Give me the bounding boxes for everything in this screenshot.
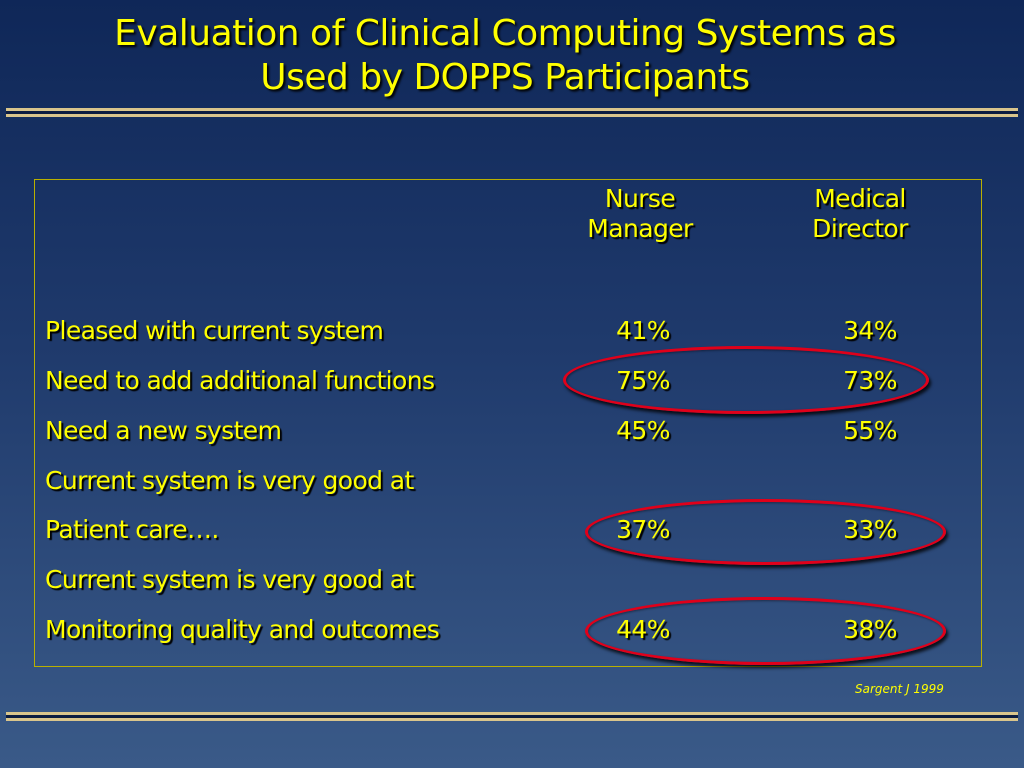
citation: Sargent J 1999 [855, 682, 944, 696]
value-medical-director-new-system: 55% [843, 416, 897, 445]
header-nurse-manager-line-1: Nurse [604, 184, 676, 213]
value-medical-director-patient-care: 33% [843, 515, 897, 544]
header-medical-director-line-2: Director [812, 214, 908, 243]
header-medical-director: Medical Director [790, 184, 930, 244]
value-nurse-manager-new-system: 45% [616, 416, 670, 445]
value-medical-director-pleased: 34% [843, 316, 897, 345]
header-medical-director-line-1: Medical [814, 184, 906, 213]
title-line-1: Evaluation of Clinical Computing Systems… [114, 13, 896, 54]
value-nurse-manager-monitoring-quality: 44% [616, 615, 670, 644]
row-label-pleased: Pleased with current system [45, 316, 384, 345]
value-medical-director-monitoring-quality: 38% [843, 615, 897, 644]
highlight-ellipse-additional-functions [563, 346, 929, 414]
row-label-additional-functions: Need to add additional functions [45, 366, 435, 395]
header-nurse-manager: Nurse Manager [570, 184, 710, 244]
row-label-patient-care: Patient care…. [45, 515, 219, 544]
header-nurse-manager-line-2: Manager [587, 214, 693, 243]
slide-title: Evaluation of Clinical Computing Systems… [0, 12, 1010, 100]
value-nurse-manager-pleased: 41% [616, 316, 670, 345]
row-label-monitoring-quality: Monitoring quality and outcomes [45, 615, 440, 644]
results-table [34, 179, 982, 667]
row-label-very-good-at-1: Current system is very good at [45, 466, 414, 495]
top-divider [6, 108, 1018, 118]
row-label-very-good-at-2: Current system is very good at [45, 565, 414, 594]
value-medical-director-additional-functions: 73% [843, 366, 897, 395]
highlight-ellipse-monitoring-quality [585, 597, 946, 665]
highlight-ellipse-patient-care [585, 499, 946, 565]
bottom-divider [6, 712, 1018, 722]
value-nurse-manager-patient-care: 37% [616, 515, 670, 544]
value-nurse-manager-additional-functions: 75% [616, 366, 670, 395]
row-label-new-system: Need a new system [45, 416, 282, 445]
title-line-2: Used by DOPPS Participants [260, 57, 750, 98]
